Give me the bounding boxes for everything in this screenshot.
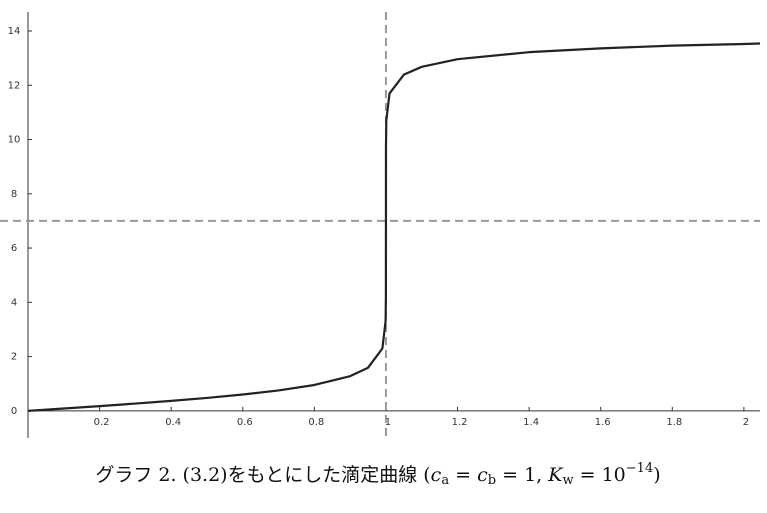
x-tick-label: 0.8 xyxy=(308,417,324,428)
caption-text: a xyxy=(441,473,449,488)
x-tick-label: 0.4 xyxy=(165,417,181,428)
caption-text: c xyxy=(431,464,442,486)
y-tick-label: 0 xyxy=(11,406,17,417)
x-tick-label: 1.4 xyxy=(523,417,539,428)
caption-text: c xyxy=(477,464,488,486)
x-tick-label: 2 xyxy=(743,417,749,428)
caption-text: K xyxy=(547,464,564,486)
y-tick-label: 10 xyxy=(8,135,21,146)
y-tick-label: 8 xyxy=(11,189,17,200)
x-tick-label: 1.8 xyxy=(666,417,682,428)
caption-text: −14 xyxy=(626,461,653,476)
line xyxy=(27,42,761,412)
caption-text: = 1, xyxy=(496,464,548,486)
caption-text: ) xyxy=(653,464,660,486)
x-tick-label: 1.2 xyxy=(452,417,468,428)
caption-text: = xyxy=(449,464,477,486)
caption: グラフ 2. (3.2)をもとにした滴定曲線 (ca = cb = 1, Kw … xyxy=(95,461,660,488)
y-tick-label: 2 xyxy=(11,352,17,363)
x-tick-label: 1.6 xyxy=(595,417,611,428)
y-tick-label: 6 xyxy=(11,243,17,254)
x-tick-label: 1 xyxy=(385,417,391,428)
caption-text: = 10 xyxy=(574,464,626,486)
caption-text: b xyxy=(488,473,496,488)
y-tick-label: 12 xyxy=(8,80,21,91)
x-tick-label: 0.6 xyxy=(237,417,253,428)
x-tick-label: 0.2 xyxy=(94,417,110,428)
caption-text: グラフ 2. (3.2)をもとにした滴定曲線 ( xyxy=(95,464,430,486)
y-tick-label: 14 xyxy=(8,26,21,37)
y-tick-label: 4 xyxy=(11,297,17,308)
caption-text: w xyxy=(562,473,573,488)
